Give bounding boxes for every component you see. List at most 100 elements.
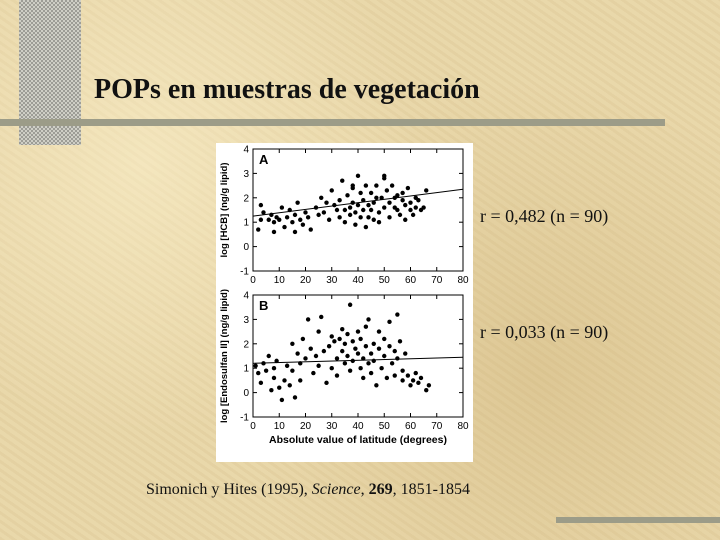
panel-b-point — [319, 314, 324, 320]
panel-b-point — [379, 366, 384, 371]
panel-b-point — [424, 387, 429, 393]
panel-b-point — [408, 383, 413, 388]
panel-a-point — [382, 205, 387, 210]
panel-a-point — [292, 212, 298, 218]
panel-a-point — [321, 210, 327, 215]
panel-a-point — [303, 210, 308, 215]
panel-b-point — [298, 378, 303, 383]
panel-a-point — [269, 212, 274, 218]
panel-a-ytick-label: 4 — [243, 145, 249, 156]
panel-b-point — [400, 368, 405, 373]
panel-a-point — [313, 205, 319, 210]
panel-b-point — [342, 341, 348, 346]
panel-b-xtick-label: 80 — [457, 421, 469, 432]
panel-b-point — [329, 334, 334, 339]
panel-a-point — [405, 185, 411, 191]
panel-a-point — [361, 198, 366, 203]
panel-a-xtick-label: 20 — [300, 275, 312, 286]
panel-b-point — [256, 370, 261, 376]
panel-b-point — [426, 383, 432, 388]
panel-a-point — [287, 207, 292, 213]
panel-b-point — [308, 346, 313, 351]
panel-b-point — [395, 312, 400, 317]
panel-b-point — [368, 351, 374, 356]
panel-a-point — [366, 202, 371, 208]
citation-journal: Science — [311, 481, 361, 498]
panel-b-xtick-label: 10 — [274, 421, 286, 432]
panel-b-point — [269, 387, 274, 393]
panel-a-point — [305, 215, 311, 220]
panel-a-point — [413, 205, 418, 210]
panel-a-point — [329, 188, 334, 193]
panel-a-point — [358, 190, 363, 196]
panel-a-point — [342, 220, 348, 225]
panel-a-point — [282, 224, 287, 230]
panel-a-point — [350, 200, 355, 205]
panel-b-point — [342, 361, 348, 366]
panel-a-point — [361, 207, 366, 213]
footer-rule — [556, 517, 720, 523]
panel-b-point — [340, 326, 345, 332]
panel-b-point — [305, 317, 311, 322]
panel-b-point — [350, 339, 355, 344]
panel-b-point — [345, 353, 350, 359]
panel-b-trendline — [252, 356, 464, 364]
panel-b-ytick-label: 4 — [243, 291, 249, 302]
panel-a-xtick-label: 80 — [457, 275, 469, 286]
panel-a-xtick-label: 10 — [274, 275, 286, 286]
panel-b-point — [403, 351, 408, 356]
panel-b-xtick-label: 30 — [326, 421, 338, 432]
panel-a-point — [376, 220, 382, 225]
panel-a-point — [324, 200, 329, 205]
panel-a-point — [258, 217, 264, 222]
panel-b-point — [395, 356, 400, 361]
panel-b-point — [334, 356, 340, 361]
panel-b-point — [368, 370, 374, 376]
panel-a-point — [410, 212, 416, 218]
panel-a-xtick-label: 60 — [405, 275, 417, 286]
panel-a-point — [395, 207, 400, 213]
panel-a-ytick-label: 2 — [243, 193, 249, 204]
panel-a-point — [326, 217, 332, 222]
panel-a-frame — [252, 148, 464, 272]
panel-b-point — [374, 383, 379, 388]
panel-a-point — [258, 202, 264, 208]
panel-a-point — [400, 190, 405, 196]
panel-a-point — [416, 198, 421, 203]
panel-a-point — [334, 207, 340, 213]
citation-volume: 269 — [368, 481, 393, 498]
panel-a-point — [279, 205, 285, 210]
panel-b-point — [358, 366, 363, 371]
panel-a-xtick-label: 50 — [379, 275, 391, 286]
panel-b-point — [321, 348, 327, 354]
panel-b-point — [266, 353, 271, 359]
panel-a-point — [358, 215, 363, 220]
panel-b-xlabel: Absolute value of latitude (degrees) — [269, 434, 447, 446]
panel-b-point — [397, 339, 403, 344]
panel-b-point — [384, 375, 390, 381]
panel-a-point — [387, 200, 392, 205]
panel-a-point — [376, 210, 382, 215]
correlation-a-label: r = 0,482 (n = 90) — [480, 206, 609, 226]
panel-a-point — [371, 200, 376, 205]
panel-a-xtick-label: 30 — [326, 275, 338, 286]
panel-b-point — [410, 378, 416, 383]
panel-a-point — [353, 210, 358, 215]
panel-a-point — [342, 207, 348, 213]
panel-a-point — [368, 190, 374, 196]
panel-b-point — [263, 368, 269, 373]
panel-b-point — [376, 329, 382, 334]
panel-b-point — [284, 363, 290, 368]
panel-b-point — [392, 348, 397, 354]
panel-a-point — [347, 212, 353, 218]
panel-b-point — [405, 373, 411, 378]
panel-a-point — [389, 183, 395, 188]
panel-b-point — [345, 331, 350, 337]
panel-b-ylabel: log [Endosulfan II] (ng/g lipid) — [219, 289, 230, 423]
panel-b-point — [332, 339, 337, 344]
panel-a-point — [363, 183, 369, 188]
panel-b-ytick-label: 1 — [243, 364, 249, 375]
panel-b-point — [366, 361, 371, 366]
panel-b-point — [361, 375, 366, 381]
